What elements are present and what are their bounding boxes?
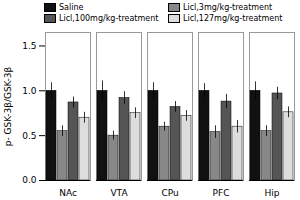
svg-text:0.0: 0.0	[22, 175, 37, 185]
svg-text:PFC: PFC	[213, 188, 230, 198]
svg-text:VTA: VTA	[110, 188, 128, 198]
html-text:Licl,3mg/kg-treatment: Licl,3mg/kg-treatment	[183, 3, 273, 12]
svg-text:1.0: 1.0	[22, 86, 37, 96]
svg-text:1.5: 1.5	[22, 41, 36, 51]
svg-text:p- GSK-3β/GSK-3β: p- GSK-3β/GSK-3β	[3, 66, 13, 146]
html-text:Licl,127mg/kg-treatment: Licl,127mg/kg-treatment	[183, 14, 283, 23]
svg-text:NAc: NAc	[59, 188, 77, 198]
svg-text:CPu: CPu	[161, 188, 178, 198]
svg-text:0.5: 0.5	[22, 131, 36, 141]
svg-text:Hip: Hip	[265, 188, 280, 198]
html-text:Licl,100mg/kg-treatment: Licl,100mg/kg-treatment	[59, 14, 159, 23]
html-text:Saline: Saline	[59, 3, 84, 12]
